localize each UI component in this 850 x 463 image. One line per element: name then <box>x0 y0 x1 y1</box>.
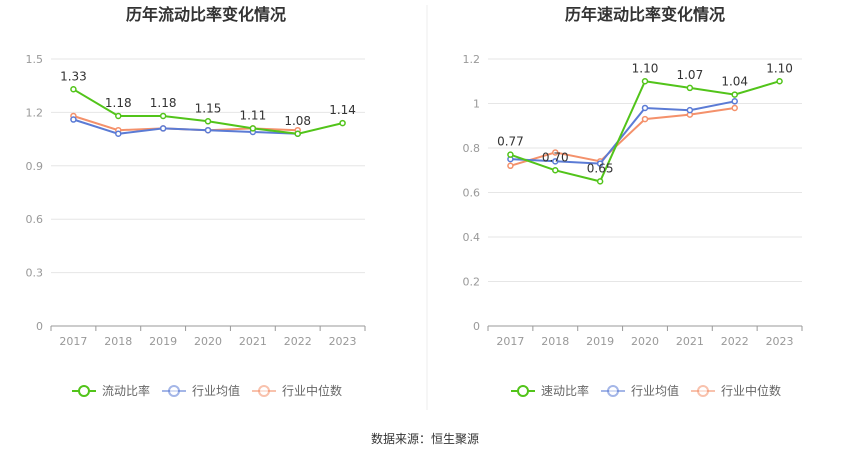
data-label-right: 1.10 <box>766 61 793 75</box>
data-label-left: 1.14 <box>329 103 356 117</box>
legend-label: 行业中位数 <box>721 383 781 398</box>
series-line-right-0 <box>510 80 780 183</box>
x-tick-label-right: 2018 <box>541 335 569 348</box>
data-point-right-2 <box>731 104 738 112</box>
data-point-left-0 <box>294 130 301 138</box>
data-label-right: 1.04 <box>721 75 748 89</box>
source-text: 数据来源：恒生聚源 <box>371 431 479 446</box>
data-label-right: 0.70 <box>542 150 569 164</box>
data-point-right-0 <box>641 78 649 85</box>
data-point-left-1 <box>204 126 212 134</box>
data-point-right-1 <box>641 104 649 112</box>
data-point-right-1 <box>552 158 559 165</box>
data-label-left: 1.15 <box>195 101 222 115</box>
y-tick-label-left: 1.2 <box>26 106 44 119</box>
series-line-left-1 <box>73 118 298 135</box>
legend-marker <box>258 385 270 397</box>
x-tick-label-left: 2022 <box>284 335 312 348</box>
data-point-left-1 <box>70 116 77 123</box>
data-label-left: 1.08 <box>284 114 311 128</box>
data-point-right-2 <box>641 115 649 123</box>
data-point-right-1 <box>731 98 738 105</box>
data-point-right-0 <box>596 178 604 185</box>
data-point-left-1 <box>159 125 167 132</box>
legend-label: 行业均值 <box>631 383 679 398</box>
y-tick-label-left: 0.9 <box>26 160 44 173</box>
data-label-right: 0.65 <box>587 161 614 175</box>
x-tick-label-right: 2022 <box>721 335 749 348</box>
x-tick-label-left: 2017 <box>59 335 87 348</box>
data-point-right-1 <box>686 106 694 114</box>
y-tick-label-left: 0 <box>36 320 43 333</box>
data-label-right: 1.07 <box>676 68 703 82</box>
chart-title-right: 历年速动比率变化情况 <box>565 5 725 24</box>
y-tick-label-right: 0.4 <box>463 231 481 244</box>
legend-marker <box>78 385 90 397</box>
data-label-left: 1.18 <box>150 96 177 110</box>
legend-marker <box>168 385 180 397</box>
legend-item-left-1: 行业均值 <box>162 383 240 398</box>
data-label-right: 1.10 <box>632 61 659 75</box>
y-tick-label-right: 0.2 <box>463 276 481 289</box>
legend-marker <box>607 385 619 397</box>
data-point-right-2 <box>552 149 559 156</box>
x-tick-label-left: 2020 <box>194 335 222 348</box>
x-tick-label-right: 2017 <box>496 335 524 348</box>
data-point-left-0 <box>249 125 257 132</box>
data-point-left-0 <box>115 112 122 120</box>
legend-item-right-1: 行业均值 <box>601 383 679 398</box>
series-line-right-1 <box>510 100 735 165</box>
legend-marker <box>517 385 529 397</box>
legend-item-right-0: 速动比率 <box>511 383 589 398</box>
data-point-right-0 <box>552 167 559 174</box>
chart-title-left: 历年流动比率变化情况 <box>126 5 286 24</box>
data-point-right-0 <box>686 84 694 92</box>
data-point-right-1 <box>596 160 604 167</box>
y-tick-label-left: 0.3 <box>26 267 44 280</box>
x-tick-label-left: 2019 <box>149 335 177 348</box>
y-tick-label-right: 1.2 <box>463 53 481 66</box>
y-tick-label-right: 0.8 <box>463 142 481 155</box>
data-point-left-1 <box>115 130 122 138</box>
x-tick-label-left: 2023 <box>329 335 357 348</box>
legend-item-left-0: 流动比率 <box>72 383 150 398</box>
data-point-left-0 <box>204 118 212 125</box>
legend-marker <box>697 385 709 397</box>
x-tick-label-right: 2019 <box>586 335 614 348</box>
x-tick-label-left: 2021 <box>239 335 267 348</box>
y-tick-label-left: 0.6 <box>26 213 44 226</box>
x-tick-label-left: 2018 <box>104 335 132 348</box>
data-label-right: 0.77 <box>497 135 524 149</box>
legend-item-right-2: 行业中位数 <box>691 383 781 398</box>
legend-label: 流动比率 <box>102 383 150 398</box>
data-point-right-0 <box>731 91 738 98</box>
data-point-left-0 <box>70 86 77 93</box>
data-point-right-0 <box>507 151 514 158</box>
legend-label: 行业中位数 <box>282 383 342 398</box>
y-tick-label-right: 1 <box>473 98 480 111</box>
y-tick-label-left: 1.5 <box>26 53 44 66</box>
data-point-left-0 <box>159 112 167 120</box>
legend-label: 行业均值 <box>192 383 240 398</box>
data-point-right-2 <box>507 162 514 170</box>
data-label-left: 1.18 <box>105 96 132 110</box>
y-tick-label-right: 0.6 <box>463 187 481 200</box>
data-label-left: 1.33 <box>60 69 87 83</box>
legend-item-left-2: 行业中位数 <box>252 383 342 398</box>
y-tick-label-right: 0 <box>473 320 480 333</box>
data-point-right-0 <box>776 78 783 85</box>
x-tick-label-right: 2020 <box>631 335 659 348</box>
series-line-right-2 <box>510 107 735 167</box>
data-label-left: 1.11 <box>239 108 266 122</box>
data-point-left-0 <box>339 119 346 127</box>
x-tick-label-right: 2021 <box>676 335 704 348</box>
legend-label: 速动比率 <box>541 383 589 398</box>
x-tick-label-right: 2023 <box>766 335 794 348</box>
